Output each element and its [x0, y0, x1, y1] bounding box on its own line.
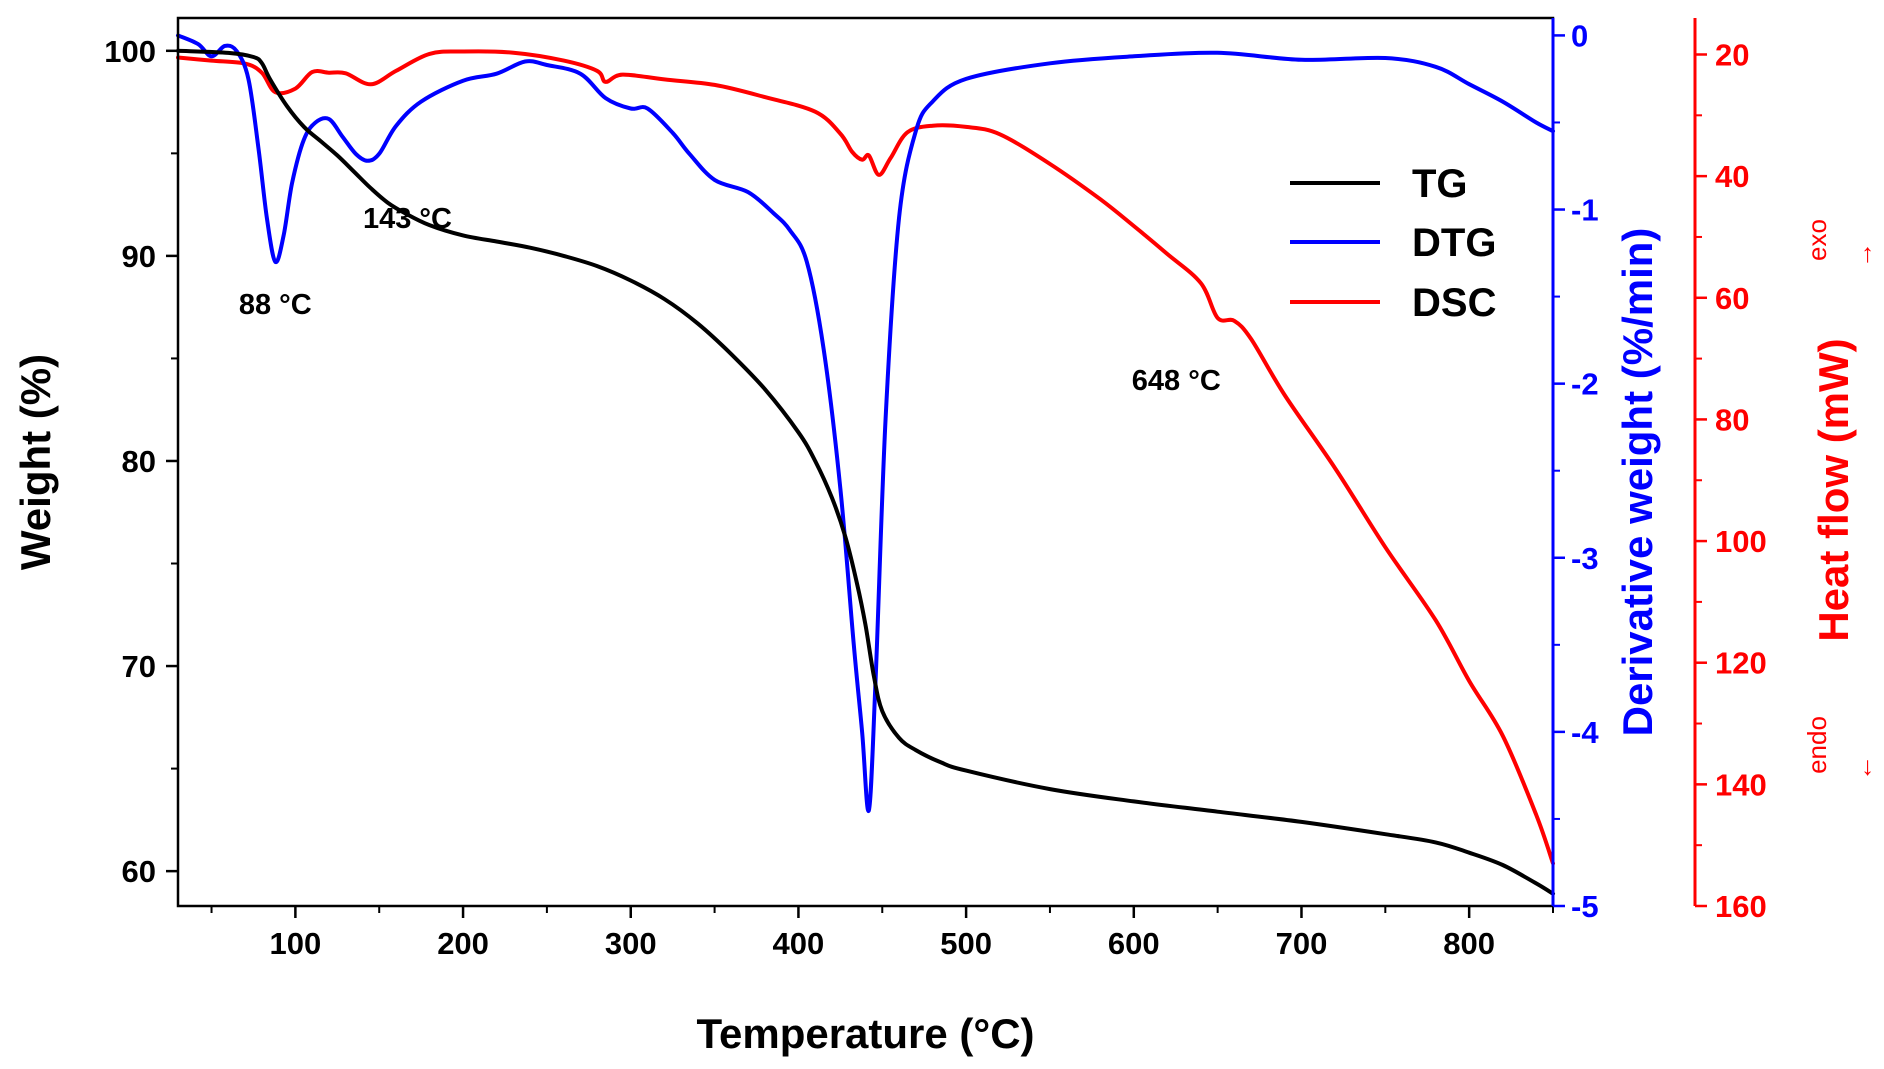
legend-label-dsc: DSC — [1412, 281, 1496, 325]
series-line-dsc — [176, 49, 1555, 866]
left-tick-label: 80 — [122, 444, 156, 479]
x-tick-label: 200 — [437, 926, 489, 961]
x-tick-label: 100 — [270, 926, 322, 961]
left-axis-title: Weight (%) — [12, 354, 59, 570]
left-tick-label: 90 — [122, 239, 156, 274]
x-tick-label: 800 — [1443, 926, 1495, 961]
heat-flow-tick-label: 60 — [1715, 281, 1749, 316]
dtg-tick-label: 0 — [1571, 18, 1588, 53]
x-tick-label: 600 — [1108, 926, 1160, 961]
left-tick-label: 70 — [122, 649, 156, 684]
left-tick-label: 100 — [104, 34, 156, 69]
dtg-tick-label: -5 — [1571, 889, 1599, 924]
endo-down-arrow-icon: ← — [1848, 755, 1878, 781]
heat-flow-tick-label: 80 — [1715, 402, 1749, 437]
dtg-tick-label: -3 — [1571, 541, 1599, 576]
heat-flow-tick-label: 120 — [1715, 646, 1767, 681]
dtg-tick-label: -1 — [1571, 193, 1599, 228]
exo-label: exo — [1802, 219, 1832, 261]
dtg-axis-title: Derivative weight (%/min) — [1614, 228, 1661, 737]
annotation-label: 88 °C — [239, 289, 312, 321]
heat-flow-tick-label: 100 — [1715, 524, 1767, 559]
x-axis-title: Temperature (°C) — [696, 1010, 1034, 1057]
dtg-tick-label: -4 — [1571, 715, 1599, 750]
left-tick-label: 60 — [122, 854, 156, 889]
x-tick-label: 400 — [773, 926, 825, 961]
x-tick-label: 700 — [1276, 926, 1328, 961]
endo-label: endo — [1802, 716, 1832, 774]
series-line-tg — [176, 48, 1555, 896]
annotation-label: 143 °C — [363, 203, 452, 235]
legend-label-dtg: DTG — [1412, 221, 1496, 265]
x-tick-label: 500 — [940, 926, 992, 961]
legend-label-tg: TG — [1412, 162, 1468, 206]
series-line-dtg — [176, 33, 1555, 813]
heat-flow-axis-title: Heat flow (mW) — [1810, 338, 1857, 641]
heat-flow-tick-label: 40 — [1715, 159, 1749, 194]
exo-up-arrow-icon: → — [1848, 242, 1878, 268]
heat-flow-tick-label: 20 — [1715, 37, 1749, 72]
x-tick-label: 300 — [605, 926, 657, 961]
dtg-tick-label: -2 — [1571, 367, 1599, 402]
heat-flow-tick-label: 140 — [1715, 767, 1767, 802]
annotation-label: 648 °C — [1132, 365, 1221, 397]
heat-flow-tick-label: 160 — [1715, 889, 1767, 924]
